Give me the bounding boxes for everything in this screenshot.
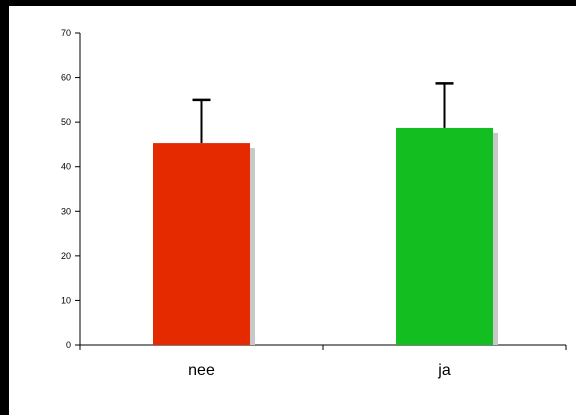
- bar-nee: [153, 143, 250, 345]
- y-tick-label: 60: [61, 73, 71, 83]
- y-tick-label: 0: [66, 340, 71, 350]
- y-tick-label: 50: [61, 117, 71, 127]
- x-category-label: ja: [437, 362, 451, 379]
- y-tick-label: 70: [61, 28, 71, 38]
- y-tick-label: 40: [61, 162, 71, 172]
- y-tick-label: 10: [61, 295, 71, 305]
- y-tick-label: 30: [61, 206, 71, 216]
- y-tick-label: 20: [61, 251, 71, 261]
- x-category-label: nee: [188, 362, 215, 379]
- bar-ja: [396, 127, 493, 346]
